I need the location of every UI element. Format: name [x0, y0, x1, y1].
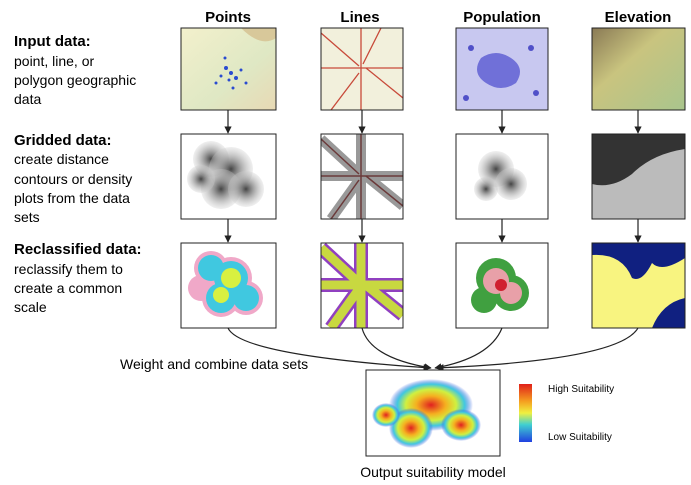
thumbnail	[181, 134, 276, 219]
row-title: Input data:	[14, 33, 91, 50]
output-label: Output suitability model	[360, 464, 506, 480]
row-title: Gridded data:	[14, 132, 112, 149]
row-text: plots from the data	[14, 190, 130, 206]
column-header: Points	[205, 9, 251, 26]
row-text: point, line, or	[14, 53, 94, 69]
row-title: Reclassified data:	[14, 241, 142, 258]
legend-label: High Suitability	[548, 384, 614, 395]
row-text: create a common	[14, 280, 122, 296]
thumbnail	[592, 243, 685, 328]
thumbnail	[456, 28, 548, 110]
column-header: Elevation	[605, 9, 672, 26]
row-text: reclassify them to	[14, 261, 123, 277]
diagram: Points Lines Population Elevation Input …	[0, 0, 691, 485]
arrows	[228, 110, 638, 368]
row-text: sets	[14, 209, 40, 225]
column-header: Population	[463, 9, 541, 26]
combine-label: Weight and combine data sets	[120, 356, 308, 372]
thumbnail	[456, 243, 548, 328]
thumbnail	[592, 134, 685, 219]
row-text: scale	[14, 299, 47, 315]
thumbnail	[321, 28, 403, 110]
row-text: contours or density	[14, 171, 132, 187]
row-text: create distance	[14, 151, 109, 167]
thumbnail	[456, 134, 548, 219]
column-header: Lines	[340, 9, 379, 26]
output-map	[366, 370, 500, 456]
row-text: data	[14, 91, 41, 107]
thumbnail	[181, 243, 276, 328]
legend-label: Low Suitability	[548, 432, 612, 443]
thumbnail	[181, 28, 276, 110]
thumbnail	[321, 243, 403, 328]
row-text: polygon geographic	[14, 72, 136, 88]
thumbnail	[592, 28, 685, 110]
thumbnail	[321, 134, 403, 219]
legend-gradient	[519, 384, 532, 442]
